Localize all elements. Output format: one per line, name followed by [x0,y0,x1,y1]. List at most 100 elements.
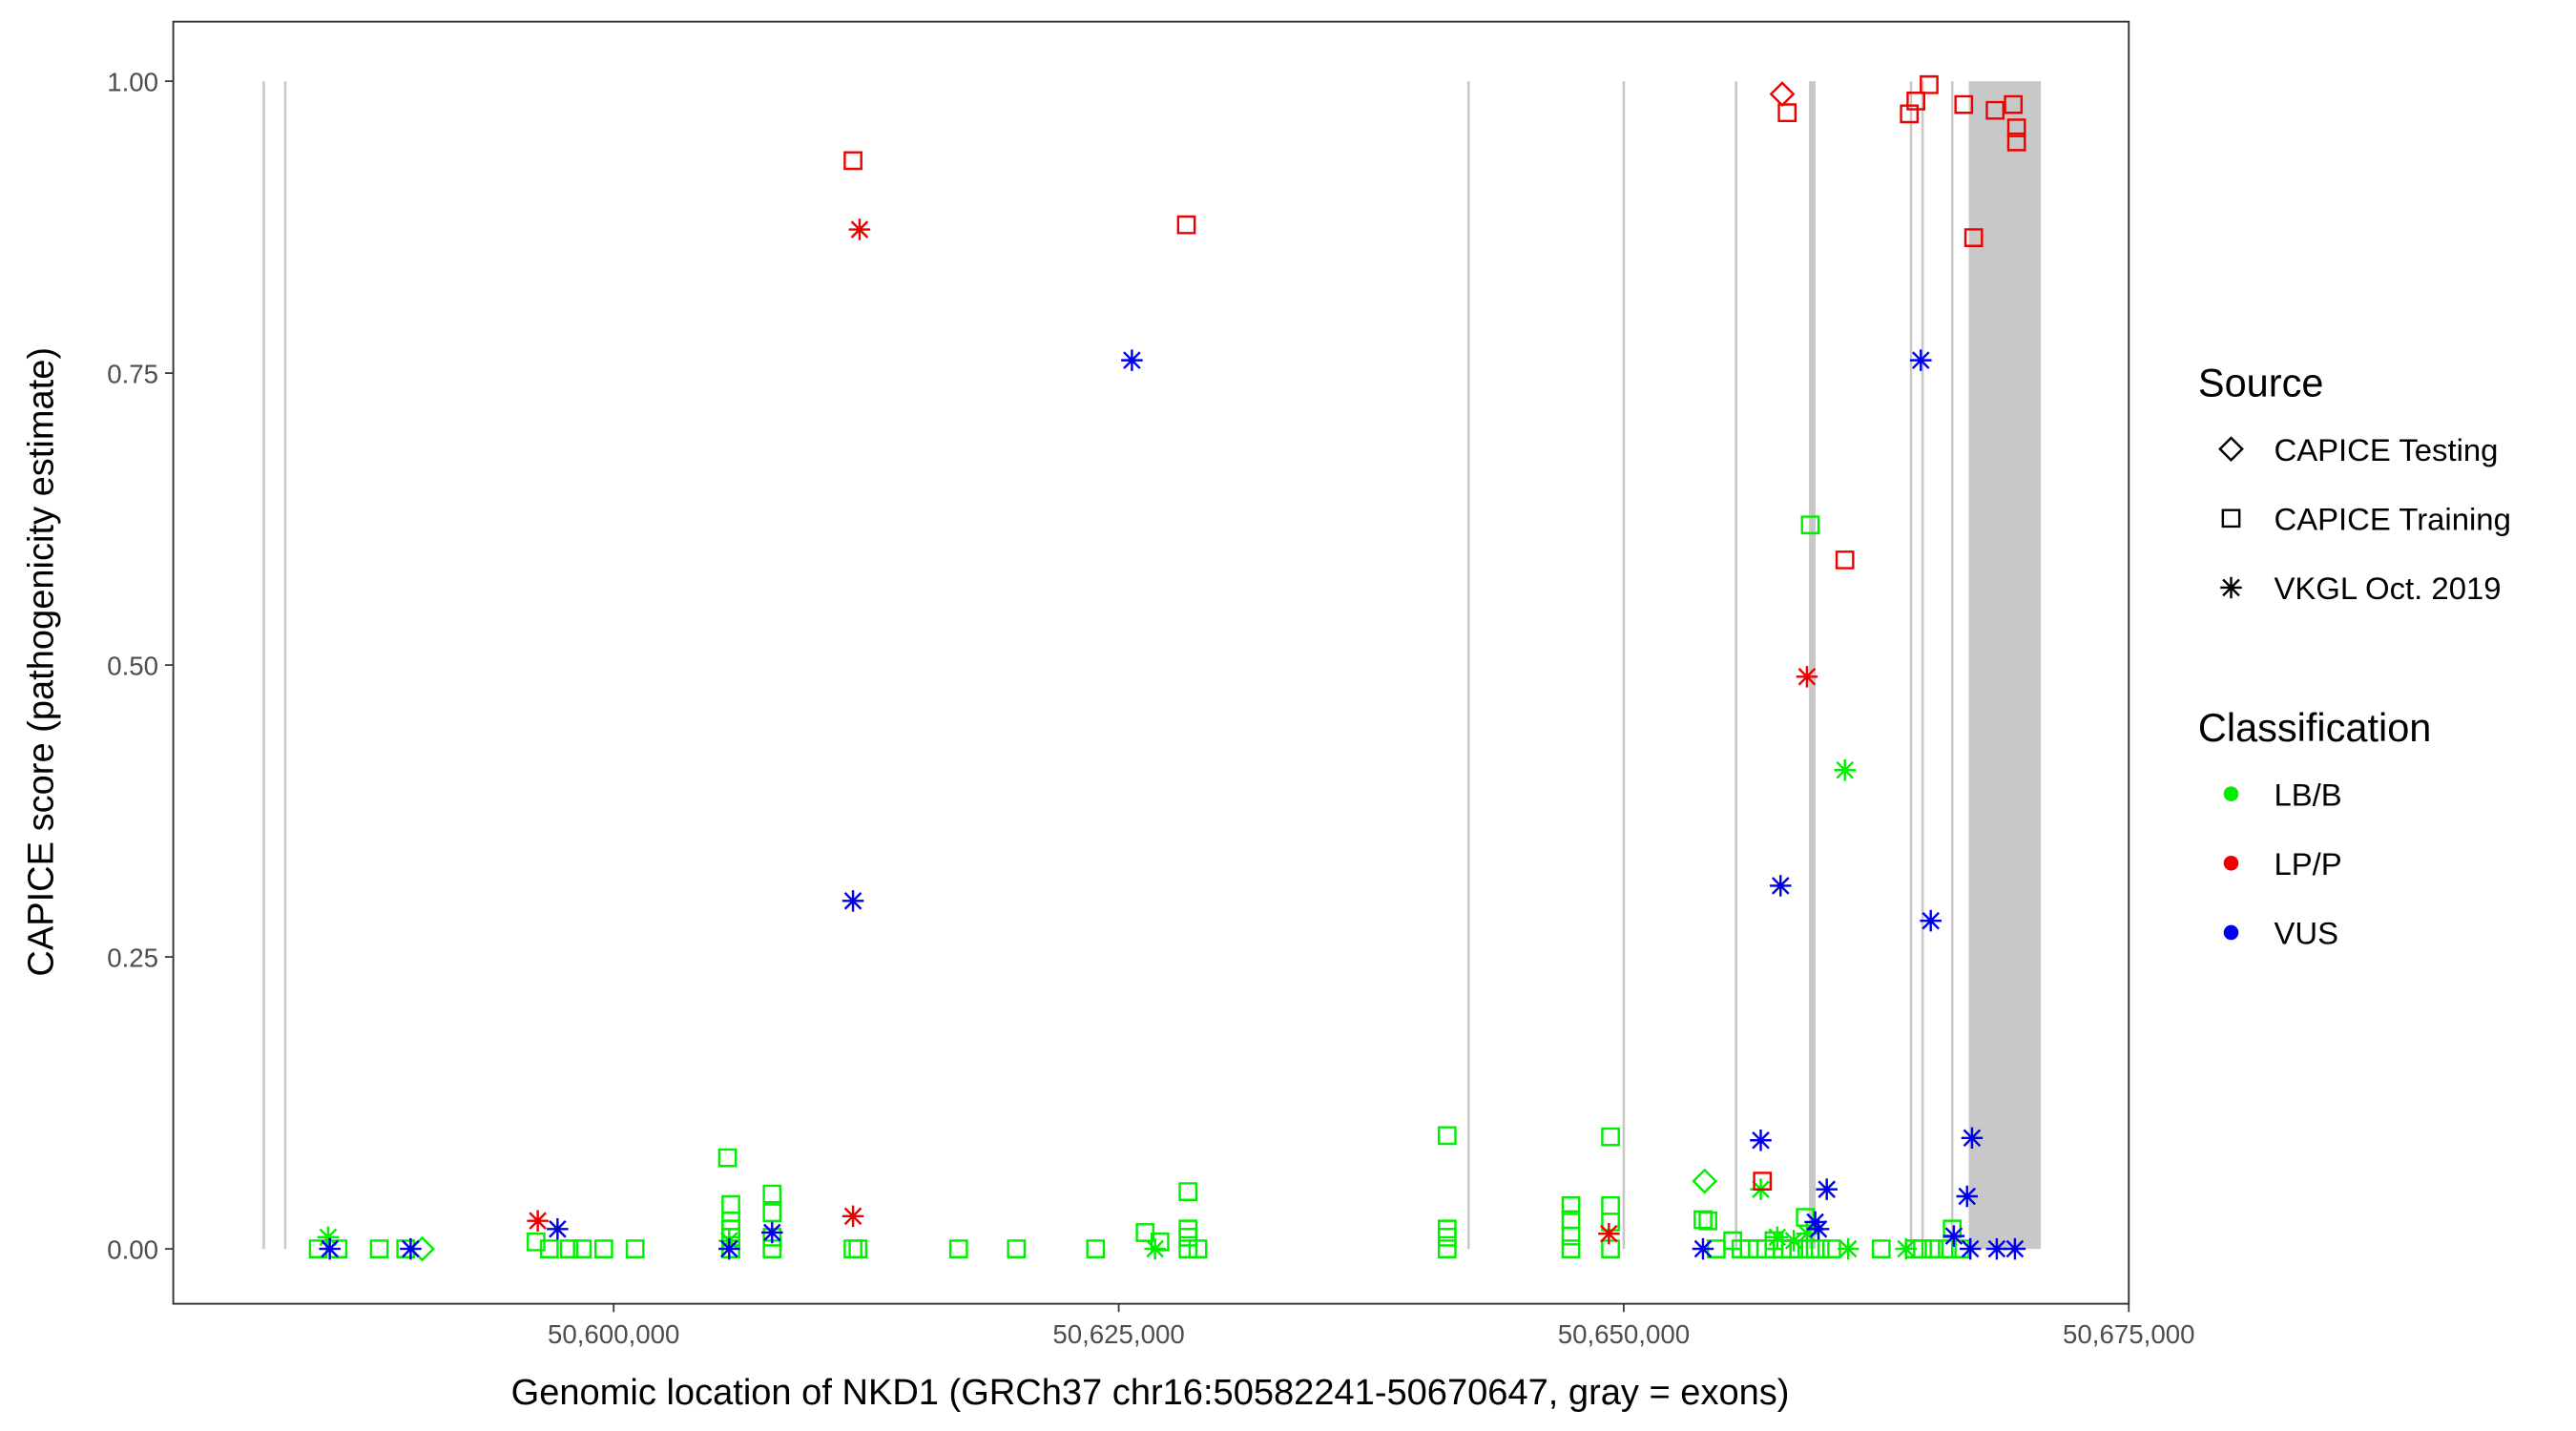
legend-title: Source [2198,360,2324,404]
point [1750,1130,1772,1151]
point [1692,1237,1714,1260]
point [761,1221,783,1244]
point [369,1239,389,1258]
point [1796,1222,1818,1245]
exon [283,81,287,1250]
point [1598,1222,1620,1245]
point [762,1203,782,1223]
legend-label: LP/P [2274,846,2341,881]
legend-symbol [2218,436,2244,463]
plot-border [172,20,2130,1305]
point [1942,1225,1965,1247]
point [527,1210,549,1232]
point [1804,1211,1826,1234]
point [1959,1237,1982,1260]
point [317,1226,340,1249]
point [1692,1168,1718,1194]
point [1837,1237,1859,1260]
point [1835,550,1855,570]
point [848,218,871,240]
point [1121,349,1143,371]
y-tick-label: 0.25 [107,943,158,972]
point [1007,1239,1027,1258]
point [1437,1126,1457,1146]
point [2006,132,2026,152]
point [319,1237,341,1260]
legend-symbol [2223,856,2239,871]
legend-symbol [2220,576,2242,599]
legend-label: LB/B [2274,777,2341,812]
point [1961,1127,1984,1150]
point [2004,94,2024,114]
point [1956,1185,1978,1208]
point [308,1239,328,1258]
point [841,890,864,912]
point [1822,1239,1841,1258]
point [1807,1218,1830,1240]
point [1601,1239,1620,1258]
point [1698,1211,1718,1231]
exon [1921,81,1924,1250]
point [1910,349,1932,371]
point [1963,228,1984,247]
point [1895,1237,1917,1260]
legend-title: Classification [2198,705,2431,750]
point [1086,1239,1106,1258]
exon [1968,81,2042,1250]
point [1800,515,1820,535]
exon [262,81,265,1250]
point [396,1239,416,1258]
y-tick-label: 0.75 [107,359,158,388]
point [1777,103,1797,123]
x-axis-title: Genomic location of NKD1 (GRCh37 chr16:5… [511,1373,1790,1413]
x-tick-label: 50,625,000 [1052,1319,1184,1349]
point [400,1237,422,1260]
point [1693,1210,1713,1230]
point [762,1239,782,1258]
y-tick-label: 1.00 [107,67,158,96]
point [1816,1178,1838,1200]
legend-label: VUS [2274,916,2338,951]
point [1437,1239,1457,1258]
point [1770,875,1792,897]
point [948,1239,968,1258]
point [1706,1239,1726,1258]
x-tick-label: 50,600,000 [548,1319,679,1349]
point [527,1232,546,1252]
point [1920,74,1939,94]
point [1985,1237,2008,1260]
point [1176,215,1196,235]
y-tick-label: 0.50 [107,651,158,680]
point [1561,1239,1581,1258]
point [1135,1223,1155,1242]
point [547,1218,569,1240]
point [1920,909,1942,932]
point [1906,92,1925,111]
point [1601,1213,1620,1232]
point [718,1237,740,1260]
point [1753,1172,1773,1191]
point [717,1148,737,1168]
legend-label: VKGL Oct. 2019 [2274,570,2501,606]
legend-symbol [2223,786,2239,801]
point [1766,1226,1789,1249]
exon [1735,81,1737,1250]
point [625,1239,645,1258]
point [1900,104,1920,124]
point [1769,81,1796,107]
point [841,1205,864,1228]
x-tick-label: 50,650,000 [1558,1319,1690,1349]
point [1144,1237,1166,1260]
x-tick-label: 50,675,000 [2063,1319,2194,1349]
exon [1622,81,1626,1250]
point [1871,1239,1891,1258]
exon [1809,81,1817,1250]
y-axis-title: CAPICE score (pathogenicity estimate) [21,347,61,977]
legend-label: CAPICE Testing [2274,432,2498,467]
point [539,1239,559,1258]
point [848,1239,868,1258]
point [1178,1182,1198,1201]
point [1954,94,1974,114]
